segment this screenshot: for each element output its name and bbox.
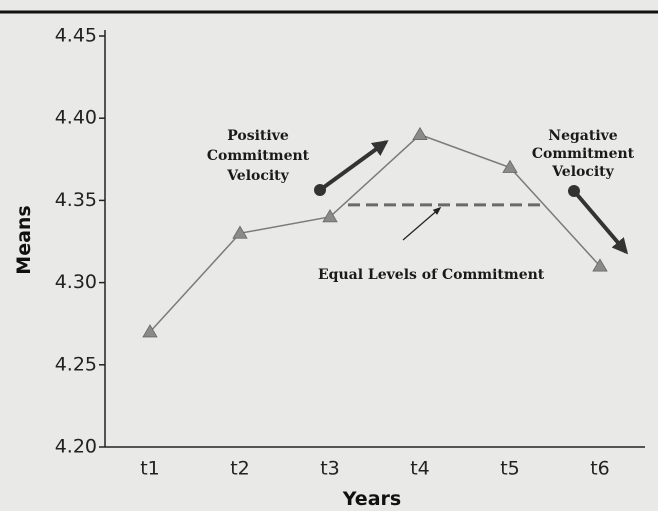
pointer-arrow <box>402 206 442 241</box>
x-tick-label: t4 <box>410 458 430 480</box>
annotation: Equal Levels of Commitment <box>318 267 545 283</box>
y-tick-label: 4.20 <box>55 436 97 458</box>
x-tick-label: t3 <box>320 458 340 480</box>
y-tick-label: 4.40 <box>55 107 97 129</box>
point-marker <box>412 126 428 141</box>
annotation-line: Velocity <box>226 168 289 184</box>
x-axis-label: Years <box>342 488 401 510</box>
y-tick-label: 4.25 <box>55 353 97 375</box>
annotation: Positive Commitment Velocity <box>207 128 310 184</box>
y-tick-label: 4.35 <box>55 189 97 211</box>
annotation-line: Positive <box>227 128 289 144</box>
y-tick-label: 4.30 <box>55 271 97 293</box>
data-line <box>149 133 601 333</box>
y-tick-label: 4.45 <box>55 25 97 47</box>
point-marker <box>592 258 608 272</box>
annotation: Negative Commitment Velocity <box>532 128 635 180</box>
x-tick-label: t1 <box>140 458 160 480</box>
point-marker <box>502 159 518 173</box>
annotation-line: Equal Levels of Commitment <box>318 267 545 283</box>
x-tick-label: t2 <box>230 458 250 480</box>
annotation-line: Commitment <box>532 146 635 162</box>
y-axis-label: Means <box>13 205 35 274</box>
positive-arrow <box>318 140 389 192</box>
annotation-line: Negative <box>548 128 617 144</box>
point-marker <box>142 324 158 338</box>
point-marker <box>322 209 338 223</box>
point-marker <box>232 225 248 239</box>
x-tick-label: t5 <box>500 458 520 480</box>
annotation-line: Commitment <box>207 148 310 164</box>
annotation-line: Velocity <box>551 164 614 180</box>
negative-arrow <box>572 189 629 255</box>
x-tick-label: t6 <box>590 458 610 480</box>
